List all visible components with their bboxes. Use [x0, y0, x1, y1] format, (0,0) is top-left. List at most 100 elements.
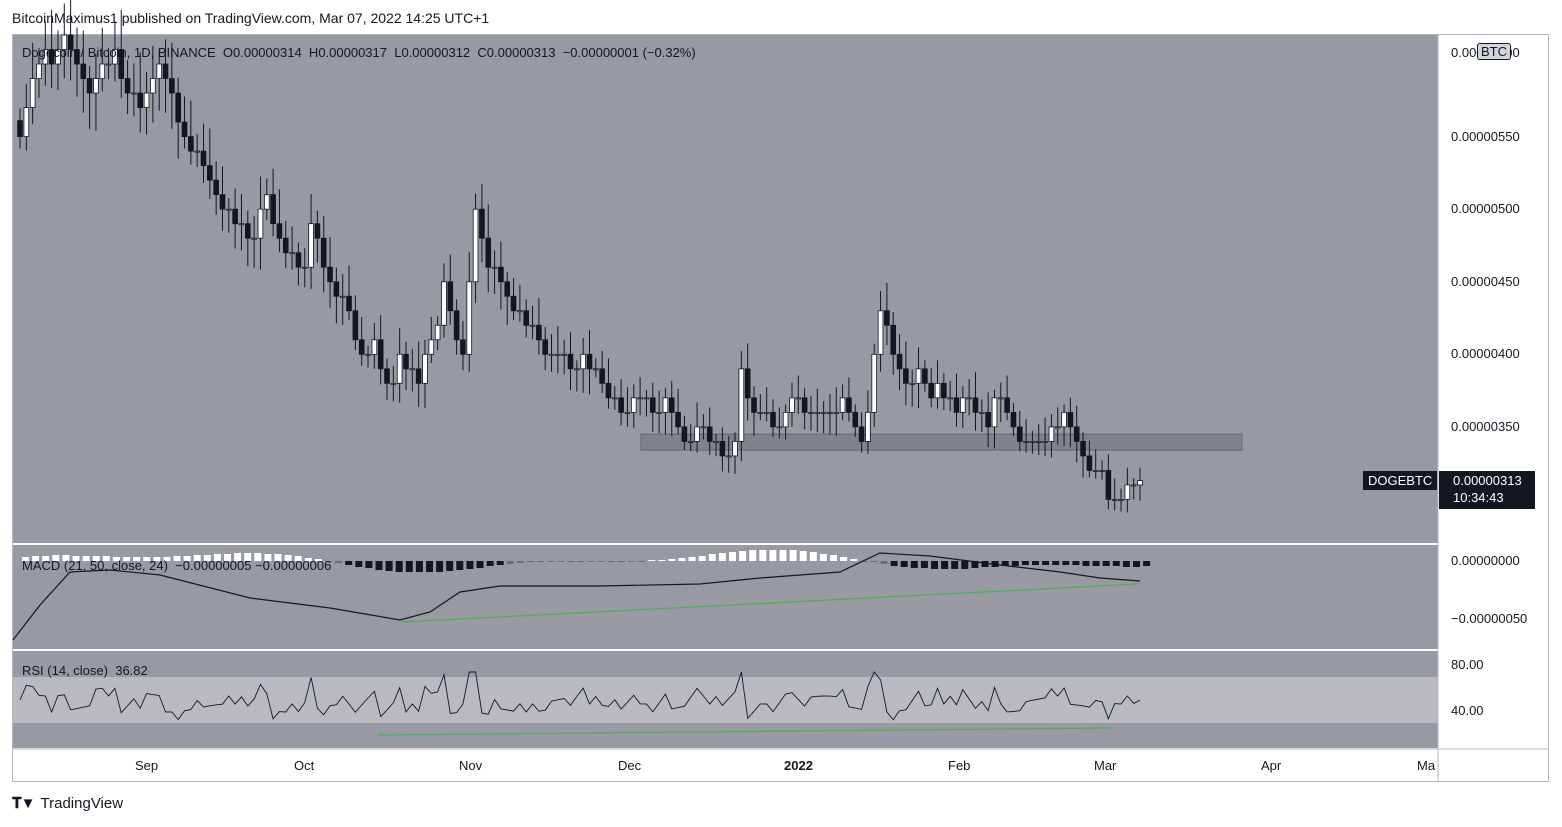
macd-histogram-bar: [527, 561, 534, 562]
time-axis-label: Oct: [294, 758, 315, 773]
macd-histogram-bar: [446, 561, 454, 571]
candle: [662, 397, 669, 413]
candle: [466, 281, 473, 355]
candle: [124, 78, 131, 94]
macd-histogram-bar: [234, 553, 242, 561]
macd-histogram-bar: [749, 550, 757, 561]
price-scale-label: 0.00000550: [1451, 128, 1520, 144]
macd-histogram-bar: [880, 561, 888, 564]
candle: [593, 368, 599, 371]
macd-histogram-bar: [335, 561, 343, 563]
candle: [649, 397, 656, 413]
candle: [226, 208, 232, 211]
macd-scale-neg: −0.00000050: [1451, 611, 1528, 626]
candle: [574, 368, 580, 371]
macd-histogram-bar: [274, 554, 282, 561]
rsi-label[interactable]: RSI (14, close): [22, 663, 108, 678]
macd-histogram-bar: [42, 556, 50, 561]
candle: [1029, 440, 1036, 443]
macd-histogram-bar: [547, 561, 555, 562]
macd-histogram-bar: [254, 553, 262, 561]
candle: [55, 49, 61, 65]
macd-histogram-bar: [244, 553, 252, 561]
candle: [308, 223, 314, 268]
candle: [1130, 484, 1137, 487]
candle: [80, 63, 87, 79]
time-axis-label: Feb: [948, 758, 971, 773]
candle: [694, 426, 700, 442]
candle: [687, 440, 694, 443]
macd-histogram-bar: [1072, 561, 1080, 565]
macd-histogram-bar: [112, 557, 120, 561]
candle: [396, 353, 403, 384]
candle: [852, 411, 859, 428]
macd-histogram-bar: [648, 560, 656, 561]
candle: [339, 295, 346, 298]
candle: [238, 223, 245, 226]
macd-histogram-bar: [1082, 561, 1090, 566]
footer: 𝐓▼ TradingView: [12, 795, 123, 812]
tradingview-logo-icon[interactable]: 𝐓▼: [12, 795, 35, 812]
macd-histogram-bar: [163, 557, 171, 561]
rsi-scale-80: 80.00: [1451, 657, 1484, 672]
close-value: 0.00000313: [486, 45, 556, 60]
macd-histogram-bar: [456, 561, 464, 570]
candle: [188, 136, 194, 152]
time-axis-label: Mar: [1094, 758, 1117, 773]
candle: [997, 397, 1004, 400]
macd-histogram-bar: [870, 561, 878, 562]
candle: [93, 78, 99, 94]
candle: [763, 411, 770, 414]
current-price: 0.00000313: [1453, 473, 1522, 488]
macd-label[interactable]: MACD (21, 50, close, 24): [22, 558, 168, 573]
rsi-legend: RSI (14, close) 36.82: [22, 663, 148, 678]
macd-histogram-bar: [143, 557, 151, 561]
candle: [833, 411, 840, 414]
macd-histogram-bar: [607, 561, 615, 562]
candle: [1111, 499, 1118, 501]
macd-histogram-bar: [819, 554, 827, 561]
candle: [36, 63, 42, 79]
candle: [561, 353, 567, 356]
candle: [498, 266, 504, 283]
candle: [352, 310, 359, 341]
candle: [282, 237, 289, 254]
macd-histogram-bar: [850, 559, 858, 561]
candle: [1099, 470, 1105, 472]
candle: [346, 295, 352, 312]
rsi-value: 36.82: [115, 663, 148, 678]
candle: [909, 382, 916, 385]
candle: [181, 121, 188, 138]
candle: [732, 440, 738, 457]
candle: [200, 150, 207, 167]
candle: [808, 411, 814, 414]
candle: [510, 295, 517, 312]
macd-histogram-bar: [173, 556, 181, 561]
macd-histogram-bar: [769, 550, 777, 561]
candle: [1105, 470, 1112, 500]
candle: [61, 34, 68, 50]
macd-histogram-bar: [1052, 561, 1060, 565]
macd-histogram-bar: [1133, 561, 1140, 567]
candle: [409, 368, 416, 371]
candle: [434, 324, 441, 341]
currency-badge[interactable]: BTC: [1477, 43, 1511, 60]
macd-histogram-bar: [405, 561, 413, 572]
macd-histogram-bar: [92, 556, 100, 561]
candle: [213, 179, 219, 196]
macd-histogram-bar: [1021, 561, 1029, 565]
footer-brand[interactable]: TradingView: [40, 795, 124, 812]
candle: [441, 281, 447, 326]
candle: [827, 411, 833, 414]
open-label: O: [222, 45, 233, 60]
macd-histogram-bar: [375, 561, 383, 570]
candle: [953, 397, 960, 413]
candle: [447, 281, 454, 312]
candle: [858, 426, 865, 442]
macd-histogram-bar: [1122, 561, 1130, 567]
symbol-label[interactable]: Dogecoin / Bitcoin, 1D, BINANCE: [22, 45, 216, 60]
candle: [548, 353, 555, 356]
macd-histogram-bar: [365, 561, 373, 568]
macd-histogram-bar: [355, 561, 363, 567]
